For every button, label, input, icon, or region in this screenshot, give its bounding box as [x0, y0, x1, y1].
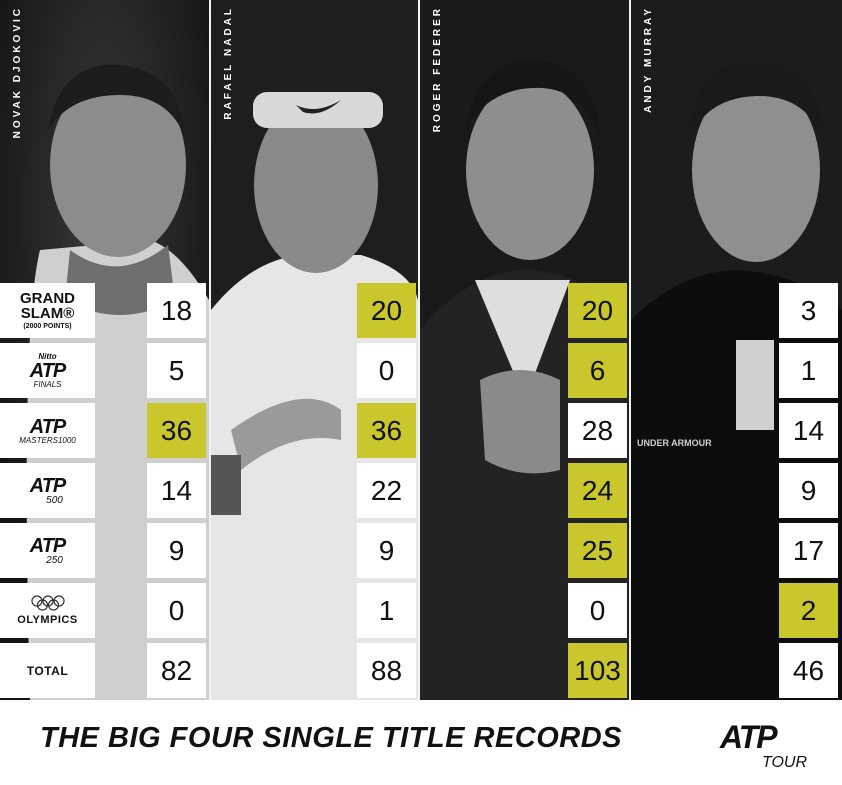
column-divider [209, 0, 211, 700]
value-cell: 9 [147, 523, 206, 578]
player-name: ANDY MURRAY [643, 6, 654, 113]
value-cell: 20 [568, 283, 627, 338]
footer-title: THE BIG FOUR SINGLE TITLE RECORDS [40, 722, 623, 754]
value-cell: 5 [147, 343, 206, 398]
label-masters: ATP MASTERS1000 [0, 403, 95, 458]
value-cell: 9 [779, 463, 838, 518]
value-cell: 14 [779, 403, 838, 458]
label-atp-250: ATP 250 [0, 523, 95, 578]
atp-logo-icon: ATP [29, 359, 67, 382]
grand-slam-line1: GRAND [20, 290, 75, 307]
value-cell: 24 [568, 463, 627, 518]
value-cell: 6 [568, 343, 627, 398]
value-cell: 18 [147, 283, 206, 338]
finals-text: FINALS [33, 379, 62, 389]
atp500-text: 500 [46, 494, 63, 506]
atp-logo-text: ATP [719, 719, 778, 755]
atp-logo-icon: ATP [29, 415, 67, 438]
value-cell: 14 [147, 463, 206, 518]
column-divider [629, 0, 631, 700]
masters-text: MASTERS1000 [19, 435, 76, 445]
value-cell: 103 [568, 643, 627, 698]
label-olympics: OLYMPICS [0, 583, 95, 638]
atp-logo-icon: ATP [29, 534, 67, 557]
value-cell: 0 [357, 343, 416, 398]
svg-text:UNDER ARMOUR: UNDER ARMOUR [637, 438, 712, 448]
value-cell: 9 [357, 523, 416, 578]
value-cell: 1 [779, 343, 838, 398]
value-cell: 36 [147, 403, 206, 458]
olympic-rings-icon [30, 595, 65, 611]
total-text: TOTAL [26, 663, 69, 678]
value-cell: 2 [779, 583, 838, 638]
nitto-text: Nitto [38, 351, 57, 361]
value-cell: 1 [357, 583, 416, 638]
label-grand-slam: GRAND SLAM® (2000 POINTS) [0, 283, 95, 338]
grand-slam-line2: SLAM® [20, 305, 75, 322]
tour-logo-text: TOUR [762, 754, 807, 770]
atp-tour-logo-icon: ATP TOUR [719, 719, 807, 770]
grand-slam-sub: (2000 POINTS) [23, 323, 72, 330]
label-atp-finals: Nitto ATP FINALS [0, 343, 95, 398]
value-cell: 0 [568, 583, 627, 638]
player-name: NOVAK DJOKOVIC [12, 6, 23, 139]
label-atp-500: ATP 500 [0, 463, 95, 518]
value-cell: 17 [779, 523, 838, 578]
value-cell: 28 [568, 403, 627, 458]
value-cell: 36 [357, 403, 416, 458]
value-cell: 25 [568, 523, 627, 578]
value-cell: 22 [357, 463, 416, 518]
atp-logo-icon: ATP [29, 474, 67, 497]
infographic-stage: NOVAK DJOKOVIC RAFAEL NADAL ROGER FEDERE… [0, 0, 842, 700]
value-cell: 82 [147, 643, 206, 698]
player-name: ROGER FEDERER [432, 6, 443, 133]
atp250-text: 250 [46, 554, 63, 566]
value-cell: 46 [779, 643, 838, 698]
olympics-text: OLYMPICS [17, 614, 78, 626]
player-name: RAFAEL NADAL [223, 6, 234, 120]
value-cell: 20 [357, 283, 416, 338]
column-divider [418, 0, 420, 700]
value-cell: 3 [779, 283, 838, 338]
label-total: TOTAL [0, 643, 95, 698]
value-cell: 88 [357, 643, 416, 698]
value-cell: 0 [147, 583, 206, 638]
